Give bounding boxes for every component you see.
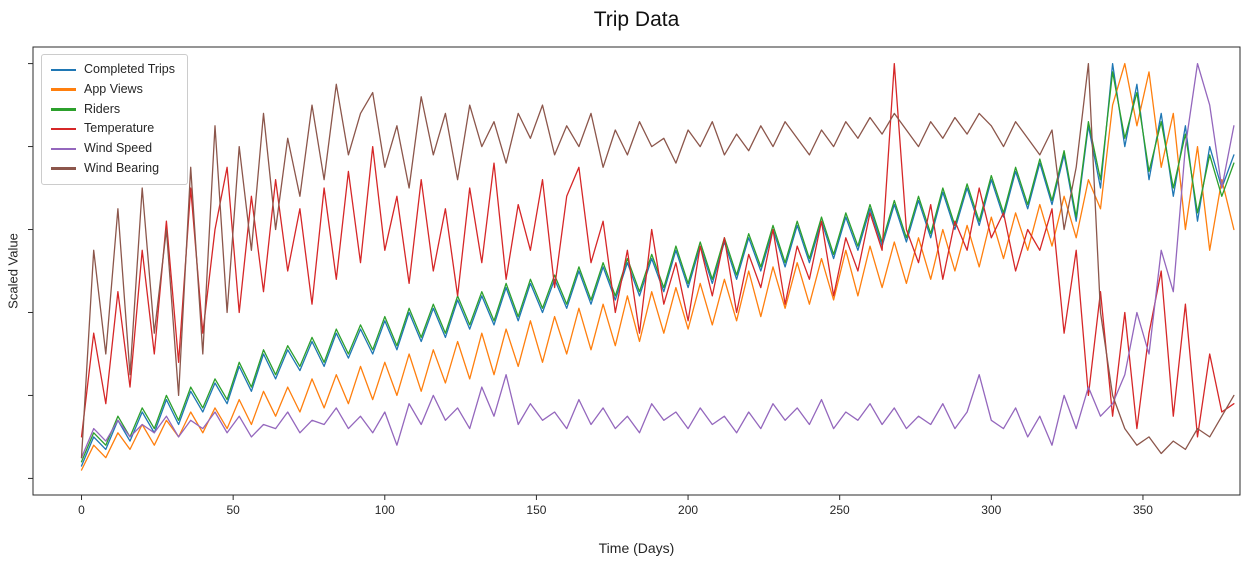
x-axis-label: Time (Days): [598, 540, 675, 556]
legend-item-app-views: App Views: [51, 81, 175, 97]
legend-swatch: [51, 108, 76, 111]
series-line-app-views: [80, 62, 1235, 471]
legend-swatch: [51, 127, 76, 131]
x-tick-label: 200: [678, 503, 698, 517]
series-line-riders: [80, 71, 1235, 463]
legend-label: Wind Speed: [84, 141, 153, 155]
axes-frame: [32, 46, 1241, 496]
x-tick-label: 250: [830, 503, 850, 517]
legend-swatch: [51, 68, 76, 72]
legend-label: Riders: [84, 101, 121, 116]
x-tick-label: 300: [981, 503, 1001, 517]
legend-label: Temperature: [84, 121, 155, 136]
x-tick-label: 100: [375, 503, 395, 517]
legend-swatch: [51, 167, 76, 170]
legend-item-temperature: Temperature: [51, 121, 175, 136]
legend-label: Completed Trips: [84, 62, 176, 76]
x-tick-label: 350: [1133, 503, 1153, 517]
chart-title: Trip Data: [593, 8, 680, 31]
series-line-temperature: [80, 62, 1235, 438]
legend-item-riders: Riders: [51, 101, 175, 117]
legend: Completed Trips App Views Riders Temperatur…: [41, 54, 189, 185]
series-line-wind-speed: [80, 62, 1235, 459]
legend-label: Wind Bearing: [84, 160, 160, 175]
legend-item-wind-speed: Wind Speed: [51, 141, 175, 156]
legend-swatch: [51, 88, 76, 91]
legend-label: App Views: [84, 81, 143, 96]
series-line-completed-trips: [80, 62, 1235, 467]
legend-item-completed-trips: Completed Trips: [51, 62, 176, 77]
x-tick-label: 150: [526, 503, 546, 517]
x-tick-label: 0: [78, 503, 85, 517]
legend-item-wind-bearing: Wind Bearing: [51, 160, 175, 176]
x-tick-label: 50: [226, 503, 240, 517]
series-line-wind-bearing: [80, 62, 1235, 459]
legend-swatch: [51, 147, 76, 151]
